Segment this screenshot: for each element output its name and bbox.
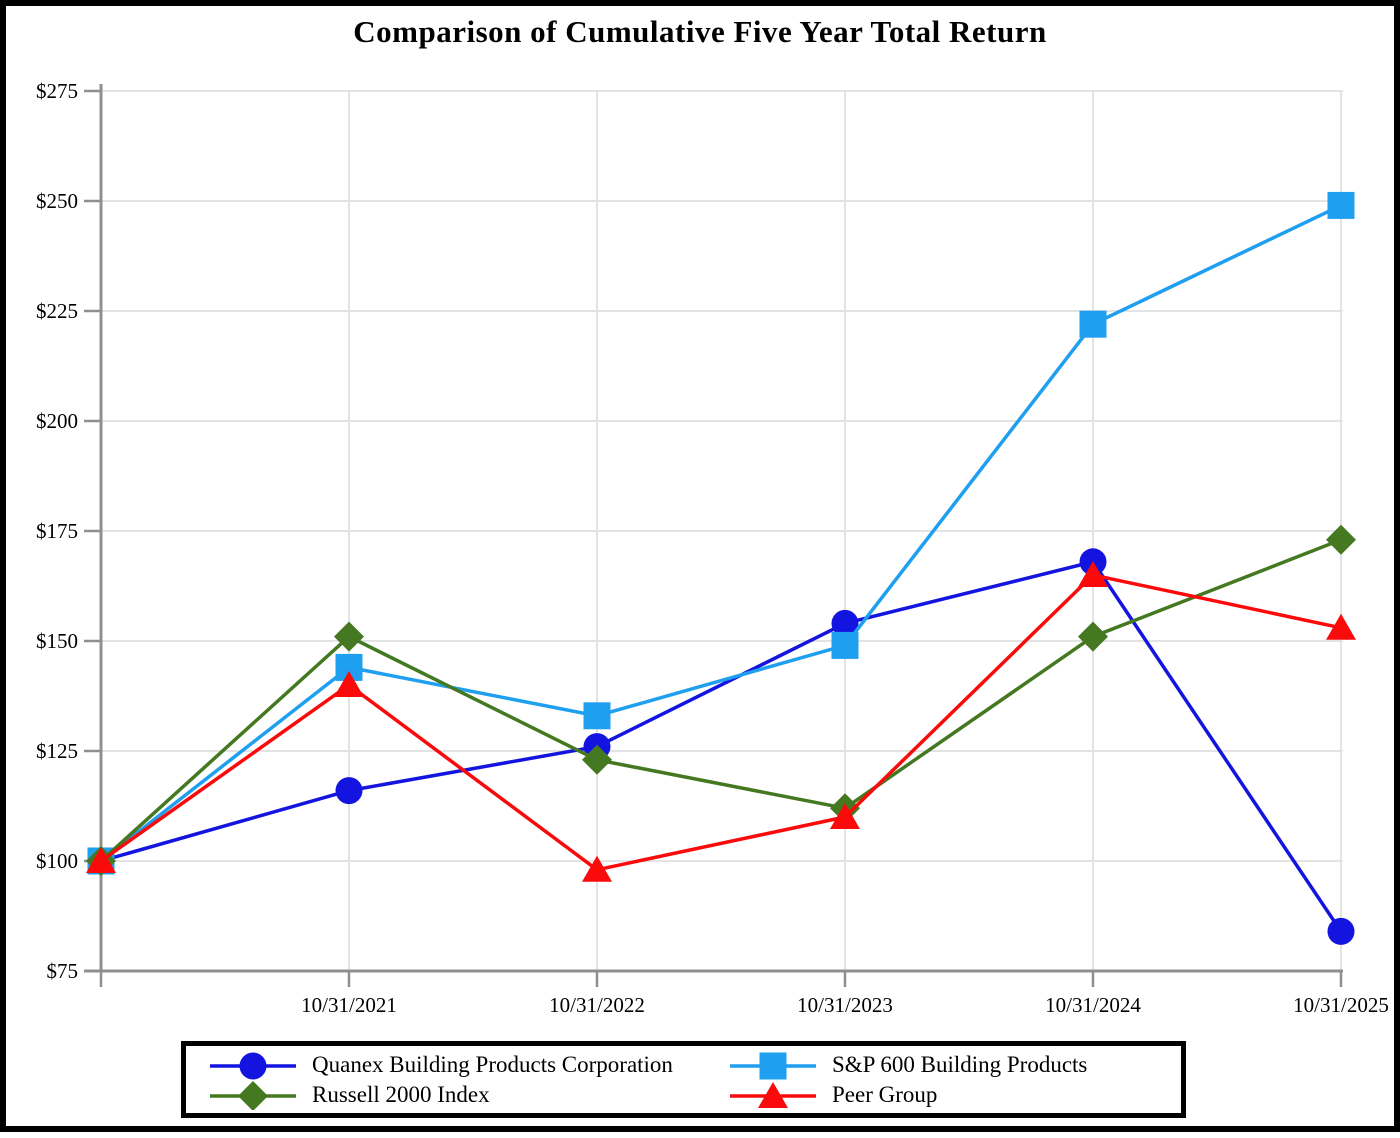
series-1 <box>87 191 1355 875</box>
legend-label-russell: Russell 2000 Index <box>312 1082 490 1107</box>
legend-item-peer: Peer Group <box>730 1080 1181 1110</box>
legend-item-quanex: Quanex Building Products Corporation <box>210 1050 730 1080</box>
data-point-marker <box>335 777 363 805</box>
data-point-marker <box>86 847 116 873</box>
series-2 <box>86 524 1356 876</box>
quanex-circle-marker-icon <box>210 1050 296 1080</box>
series-line <box>99 538 1342 863</box>
legend-label-peer: Peer Group <box>832 1082 938 1107</box>
data-point-marker <box>831 631 859 659</box>
y-tick-label: $225 <box>36 299 78 323</box>
series-line <box>100 559 1343 933</box>
data-point-marker <box>582 744 612 775</box>
legend-label-sp600: S&P 600 Building Products <box>832 1052 1088 1077</box>
data-point-marker <box>334 671 364 697</box>
data-point-marker <box>1327 191 1355 219</box>
data-point-marker <box>1078 561 1108 587</box>
x-tick-label: 10/31/2025 <box>1293 993 1389 1017</box>
y-tick-label: $150 <box>36 629 78 653</box>
data-point-marker <box>758 1082 788 1108</box>
horizontal-gridlines <box>101 90 1343 862</box>
data-point-marker <box>1326 613 1356 640</box>
x-tick-label: 10/31/2024 <box>1045 993 1141 1017</box>
peer-triangle-marker-icon <box>730 1080 816 1110</box>
series-line <box>99 203 1342 863</box>
y-tick-label: $75 <box>47 959 79 983</box>
data-point-marker <box>1327 917 1355 945</box>
data-point-marker <box>334 621 364 652</box>
legend-item-russell: Russell 2000 Index <box>210 1080 730 1111</box>
legend-label-quanex: Quanex Building Products Corporation <box>312 1052 673 1077</box>
legend-item-sp600: S&P 600 Building Products <box>730 1050 1181 1080</box>
data-point-marker <box>238 1081 268 1111</box>
data-point-marker <box>1079 310 1107 338</box>
data-point-marker <box>831 609 859 637</box>
x-tick-label: 10/31/2021 <box>301 993 397 1017</box>
axes <box>84 84 1343 987</box>
russell-diamond-marker-icon <box>210 1080 296 1111</box>
x-tick-label: 10/31/2022 <box>549 993 645 1017</box>
data-point-marker <box>583 702 611 730</box>
series-3 <box>86 561 1356 882</box>
chart-canvas: $75 $100 $125 $150 $175 $200 $225 $250 $275 10/31… <box>36 79 1389 1017</box>
data-point-marker <box>1326 524 1356 555</box>
y-tick-label: $250 <box>36 189 78 213</box>
y-tick-label: $125 <box>36 739 78 763</box>
chart-title: Comparison of Cumulative Five Year Total… <box>353 14 1047 49</box>
y-tick-label: $175 <box>36 519 78 543</box>
series-line <box>99 573 1342 872</box>
data-point-marker <box>582 855 612 882</box>
tick-labels: $75 $100 $125 $150 $175 $200 $225 $250 $275 10/31… <box>36 79 1389 1017</box>
y-tick-label: $275 <box>36 79 78 103</box>
data-point-marker <box>830 803 860 829</box>
y-tick-label: $200 <box>36 409 78 433</box>
data-point-marker <box>1078 621 1108 652</box>
sp600-square-marker-icon <box>730 1050 816 1080</box>
x-tick-label: 10/31/2023 <box>797 993 893 1017</box>
data-point-marker <box>239 1052 267 1080</box>
data-point-marker <box>759 1052 787 1080</box>
legend: Quanex Building Products Corporation S&P… <box>181 1041 1186 1118</box>
y-tick-label: $100 <box>36 849 78 873</box>
